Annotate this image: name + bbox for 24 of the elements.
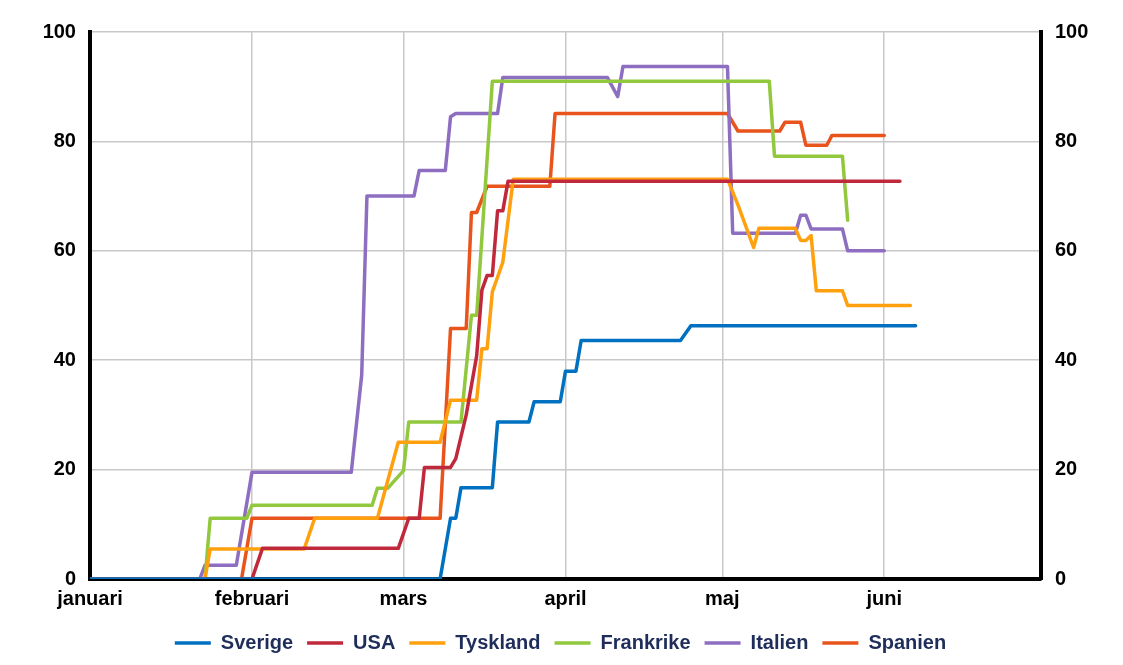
x-tick-label: mars: [379, 586, 428, 609]
y2-tick-label: 40: [1055, 347, 1078, 370]
x-tick-label: januari: [56, 586, 123, 609]
y-tick-label: 100: [42, 19, 76, 42]
y2-tick-label: 80: [1055, 128, 1078, 151]
y2-tick-label: 60: [1055, 238, 1078, 261]
x-tick-label: februari: [214, 586, 290, 609]
x-tick-label: maj: [705, 586, 740, 609]
legend-label: Tyskland: [455, 630, 541, 653]
y2-tick-label: 0: [1055, 566, 1067, 589]
y-tick-label: 0: [64, 566, 76, 589]
y2-tick-label: 100: [1055, 19, 1089, 42]
legend-label: USA: [353, 630, 396, 653]
legend-label: Frankrike: [600, 630, 691, 653]
y-tick-label: 40: [53, 347, 76, 370]
legend-label: Italien: [750, 630, 809, 653]
y2-tick-label: 20: [1055, 457, 1078, 480]
y-tick-label: 80: [53, 128, 76, 151]
legend-label: Sverige: [220, 630, 294, 653]
x-tick-label: juni: [865, 586, 903, 609]
y-tick-label: 20: [53, 457, 76, 480]
y-tick-label: 60: [53, 238, 76, 261]
x-tick-label: april: [544, 586, 587, 609]
legend-label: Spanien: [868, 630, 947, 653]
